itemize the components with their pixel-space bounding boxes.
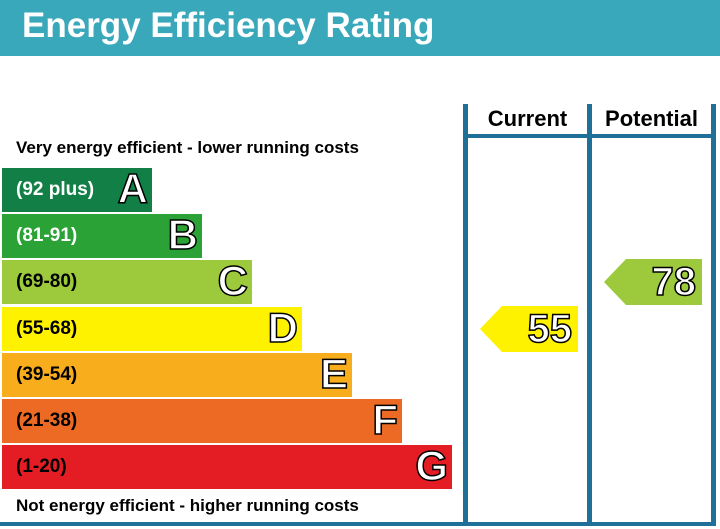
band-letter: D bbox=[267, 303, 299, 351]
band-range-label: (55-68) bbox=[16, 317, 78, 339]
potential-right-border bbox=[711, 104, 716, 525]
current-rating-arrow: 55 bbox=[480, 305, 578, 352]
band-range-label: (81-91) bbox=[16, 225, 78, 247]
band-letter: A bbox=[117, 165, 149, 213]
band-letter: C bbox=[217, 257, 249, 305]
band-a: (92 plus) A bbox=[2, 165, 152, 213]
band-b: (81-91) B bbox=[2, 211, 202, 259]
band-letter: E bbox=[319, 349, 349, 398]
band-d: (55-68) D bbox=[2, 303, 302, 351]
bottom-caption: Not energy efficient - higher running co… bbox=[16, 496, 359, 515]
band-range-label: (92 plus) bbox=[16, 179, 95, 200]
current-rating-arrow-shape bbox=[480, 305, 578, 352]
header-bar: Energy Efficiency Rating bbox=[0, 0, 720, 56]
band-letter: B bbox=[167, 211, 199, 259]
band-range-label: (39-54) bbox=[16, 363, 78, 385]
potential-rating-arrow-value: 78 bbox=[651, 260, 697, 306]
band-c: (69-80) C bbox=[2, 257, 252, 305]
band-letter: G bbox=[415, 442, 449, 490]
current-left-border bbox=[463, 104, 468, 525]
band-range-label: (69-80) bbox=[16, 271, 78, 293]
potential-column-header: Potential bbox=[605, 106, 698, 131]
band-range-label: (1-20) bbox=[16, 456, 67, 478]
band-e: (39-54) E bbox=[2, 349, 352, 398]
current-right-border bbox=[587, 104, 592, 525]
band-letter: F bbox=[372, 396, 399, 444]
potential-rating-arrow: 78 bbox=[604, 259, 702, 306]
top-caption: Very energy efficient - lower running co… bbox=[16, 138, 359, 157]
bottom-border bbox=[0, 522, 716, 526]
band-range-label: (21-38) bbox=[16, 410, 78, 431]
current-rating-arrow-value: 55 bbox=[527, 306, 573, 352]
band-f: (21-38) F bbox=[2, 396, 402, 444]
potential-rating-arrow-shape bbox=[604, 259, 702, 306]
band-g: (1-20) G bbox=[2, 442, 452, 490]
current-column-header: Current bbox=[487, 106, 568, 131]
page-title: Energy Efficiency Rating bbox=[22, 6, 435, 45]
header-underline bbox=[463, 134, 716, 138]
